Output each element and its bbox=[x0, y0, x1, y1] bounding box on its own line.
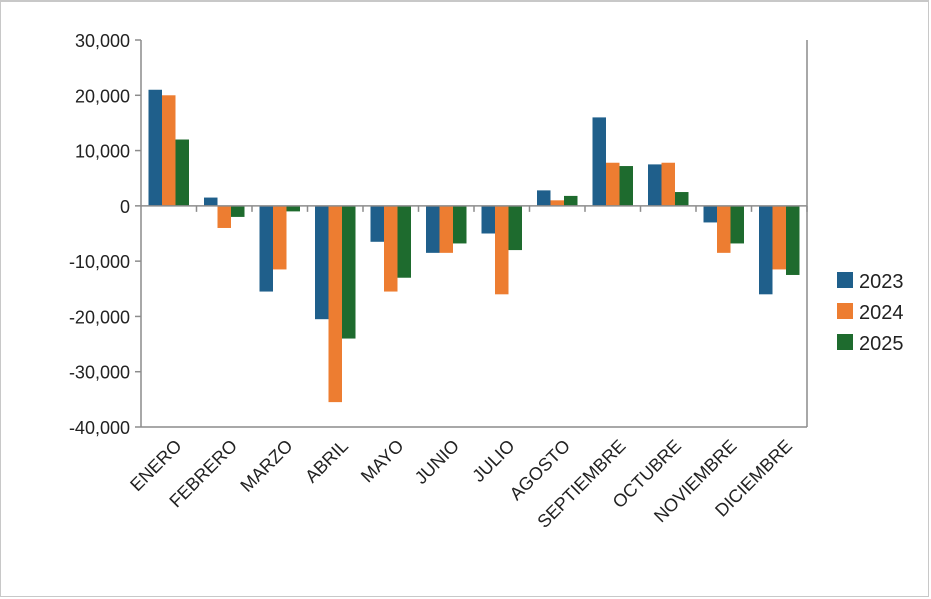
bar-2025-diciembre bbox=[786, 205, 800, 275]
x-category-label: MAYO bbox=[357, 436, 408, 487]
bar-2024-enero bbox=[162, 95, 176, 206]
bar-2023-agosto bbox=[537, 190, 551, 206]
bar-2025-junio bbox=[453, 205, 467, 244]
bar-2023-noviembre bbox=[703, 205, 717, 223]
bar-2025-enero bbox=[175, 139, 189, 206]
bar-2025-agosto bbox=[564, 195, 578, 206]
x-category-label: MARZO bbox=[236, 436, 296, 496]
bar-2023-octubre bbox=[648, 164, 662, 206]
bar-2023-diciembre bbox=[759, 205, 773, 295]
bar-2024-octubre bbox=[661, 162, 675, 206]
y-tick-label: -30,000 bbox=[69, 363, 130, 383]
legend-label-2025: 2025 bbox=[859, 333, 904, 355]
bar-2024-noviembre bbox=[717, 205, 731, 253]
bar-2023-abril bbox=[315, 205, 329, 320]
legend-label-2024: 2024 bbox=[859, 302, 904, 324]
legend: 2023 2024 2025 bbox=[837, 271, 904, 355]
y-tick-label: -40,000 bbox=[69, 418, 130, 438]
bar-2023-marzo bbox=[259, 205, 273, 292]
bars bbox=[148, 89, 800, 403]
bar-2023-junio bbox=[426, 205, 440, 253]
y-axis: 30,000 20,000 10,000 0 -10,000 -20,000 -30,000… bbox=[69, 31, 808, 438]
bar-2024-septiembre bbox=[606, 162, 620, 206]
bar-2024-marzo bbox=[273, 205, 287, 270]
bar-2024-julio bbox=[495, 205, 509, 295]
bar-2024-mayo bbox=[384, 205, 398, 292]
bar-2024-diciembre bbox=[772, 205, 786, 270]
x-category-label: JULIO bbox=[468, 436, 518, 486]
bar-2023-febrero bbox=[204, 197, 218, 206]
bar-2025-febrero bbox=[231, 205, 245, 217]
bar-2024-agosto bbox=[550, 200, 564, 206]
bar-2025-septiembre bbox=[619, 166, 633, 206]
bar-2024-junio bbox=[439, 205, 453, 253]
y-tick-label: 30,000 bbox=[75, 31, 130, 51]
bar-2023-julio bbox=[481, 205, 495, 234]
y-tick-label: 10,000 bbox=[75, 142, 130, 162]
y-tick-label: 20,000 bbox=[75, 86, 130, 106]
y-tick-label: -20,000 bbox=[69, 307, 130, 327]
x-category-label: ABRIL bbox=[301, 436, 352, 487]
legend-swatch-2024 bbox=[837, 303, 853, 319]
bar-2025-noviembre bbox=[730, 205, 744, 244]
bar-2023-enero bbox=[148, 89, 162, 206]
bar-2024-abril bbox=[328, 205, 342, 403]
y-tick-label: -10,000 bbox=[69, 252, 130, 272]
bar-2025-marzo bbox=[286, 205, 300, 212]
bar-2025-mayo bbox=[397, 205, 411, 278]
bar-2025-octubre bbox=[675, 192, 689, 206]
legend-swatch-2025 bbox=[837, 334, 853, 350]
legend-label-2023: 2023 bbox=[859, 271, 904, 293]
bar-2023-septiembre bbox=[592, 117, 606, 206]
bar-2023-mayo bbox=[370, 205, 384, 242]
bar-2025-julio bbox=[508, 205, 522, 251]
bar-2024-febrero bbox=[217, 205, 231, 228]
y-tick-label: 0 bbox=[120, 197, 130, 217]
legend-swatch-2023 bbox=[837, 272, 853, 288]
bar-2025-abril bbox=[342, 205, 356, 339]
x-category-label: JUNIO bbox=[411, 436, 463, 488]
